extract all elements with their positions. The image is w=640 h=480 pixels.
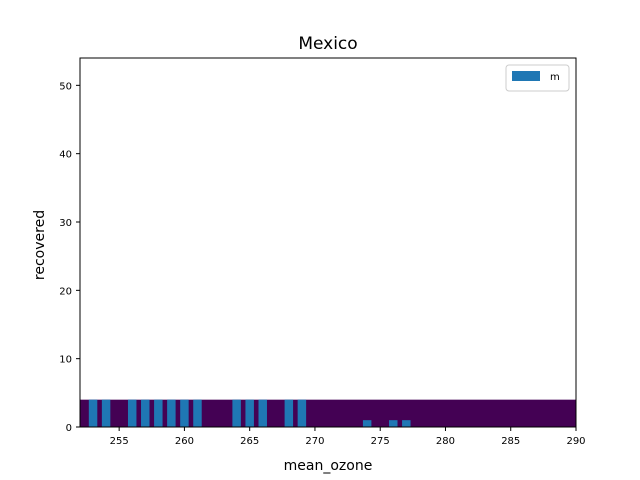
y-axis: 0 10 20 30 40 50 bbox=[59, 81, 80, 434]
bars-series-m bbox=[88, 399, 411, 427]
x-tick-label: 290 bbox=[566, 436, 585, 447]
bar bbox=[245, 399, 254, 427]
y-axis-title: recovered bbox=[32, 210, 48, 280]
chart-title: Mexico bbox=[298, 34, 357, 54]
bar bbox=[402, 420, 411, 427]
bar bbox=[141, 399, 150, 427]
bar bbox=[180, 399, 189, 427]
y-tick-label: 40 bbox=[59, 150, 72, 161]
legend-label-m: m bbox=[550, 72, 560, 83]
bar bbox=[193, 399, 202, 427]
bar bbox=[389, 420, 398, 427]
x-tick-label: 270 bbox=[305, 436, 324, 447]
bar bbox=[297, 399, 307, 427]
x-tick-label: 260 bbox=[175, 436, 194, 447]
y-tick-label: 50 bbox=[59, 81, 72, 92]
legend-swatch-m bbox=[512, 71, 540, 81]
heatmap-band bbox=[80, 399, 576, 427]
x-tick-label: 280 bbox=[436, 436, 455, 447]
y-tick-label: 10 bbox=[59, 355, 72, 366]
y-tick-label: 30 bbox=[59, 218, 72, 229]
bar bbox=[88, 399, 98, 427]
bar bbox=[232, 399, 241, 427]
x-axis: 255 260 265 270 275 280 285 290 bbox=[110, 427, 586, 447]
y-tick-label: 20 bbox=[59, 286, 72, 297]
x-tick-label: 285 bbox=[501, 436, 520, 447]
bar bbox=[127, 399, 137, 427]
x-tick-label: 275 bbox=[371, 436, 390, 447]
axes-frame bbox=[79, 57, 577, 428]
y-tick-label: 0 bbox=[66, 423, 72, 434]
bar bbox=[167, 399, 176, 427]
bar bbox=[284, 399, 294, 427]
x-tick-label: 265 bbox=[240, 436, 259, 447]
legend: m bbox=[505, 64, 570, 92]
x-axis-title: mean_ozone bbox=[284, 458, 373, 474]
bar bbox=[362, 420, 372, 427]
plot-area bbox=[80, 399, 576, 427]
x-tick-label: 255 bbox=[110, 436, 129, 447]
bar bbox=[258, 399, 267, 427]
bar bbox=[154, 399, 163, 427]
bar bbox=[101, 399, 111, 427]
